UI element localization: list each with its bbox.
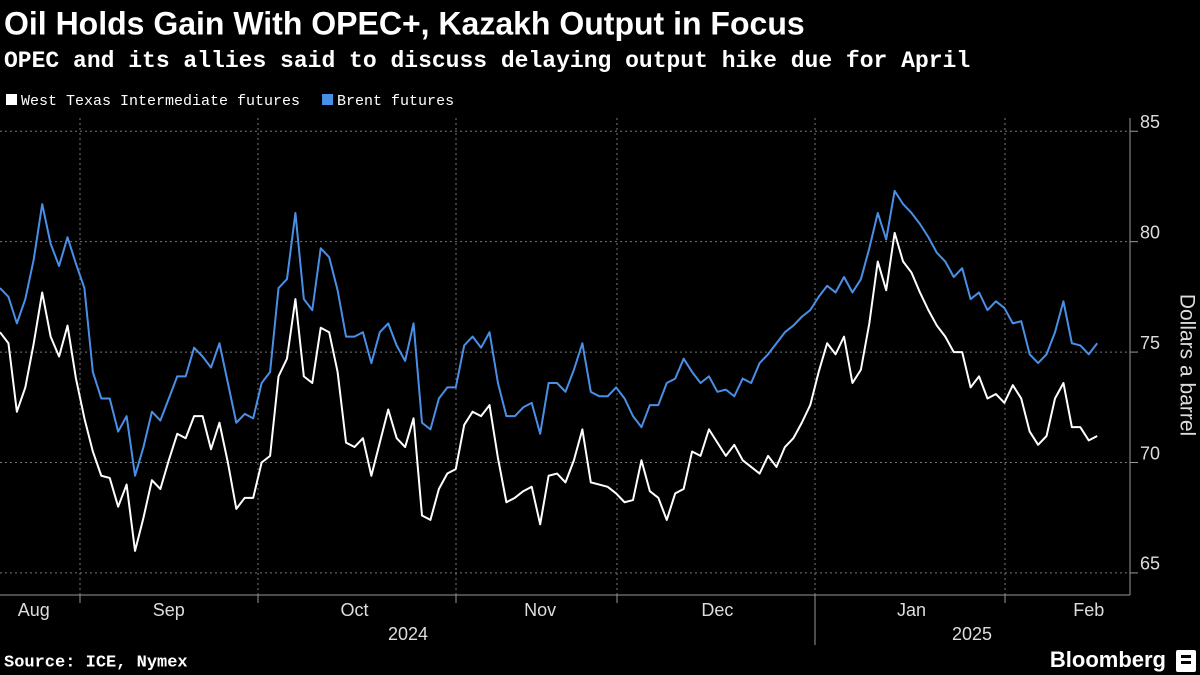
legend-swatch	[322, 94, 334, 105]
y-tick-label: 75	[1140, 333, 1160, 353]
y-tick-label: 65	[1140, 554, 1160, 574]
chart-title: Oil Holds Gain With OPEC+, Kazakh Output…	[4, 5, 805, 41]
y-tick-label: 70	[1140, 443, 1160, 463]
legend-swatch	[6, 94, 17, 105]
series-line	[0, 231, 1098, 552]
series-line	[0, 189, 1098, 477]
chart-subtitle: OPEC and its allies said to discuss dela…	[4, 48, 970, 74]
legend-label: West Texas Intermediate futures	[21, 93, 300, 110]
x-tick-label: Feb	[1073, 600, 1104, 620]
y-tick-label: 85	[1140, 112, 1160, 132]
brand: Bloomberg	[1050, 647, 1166, 672]
x-tick-label: Nov	[524, 600, 556, 620]
x-tick-label: Jan	[897, 600, 926, 620]
x-group-label: 2024	[388, 624, 428, 644]
x-group-label: 2025	[952, 624, 992, 644]
month-ticks	[79, 595, 1006, 645]
brand-icon	[1176, 650, 1196, 672]
y-axis-label: Dollars a barrel	[1175, 294, 1198, 436]
y-tick-label: 80	[1140, 222, 1160, 242]
x-tick-label: Aug	[18, 600, 50, 620]
legend-label: Brent futures	[337, 93, 454, 110]
x-tick-label: Dec	[701, 600, 733, 620]
source-note: Source: ICE, Nymex	[4, 653, 188, 672]
x-tick-label: Oct	[340, 600, 368, 620]
x-tick-label: Sep	[153, 600, 185, 620]
month-dividers	[79, 118, 1006, 595]
